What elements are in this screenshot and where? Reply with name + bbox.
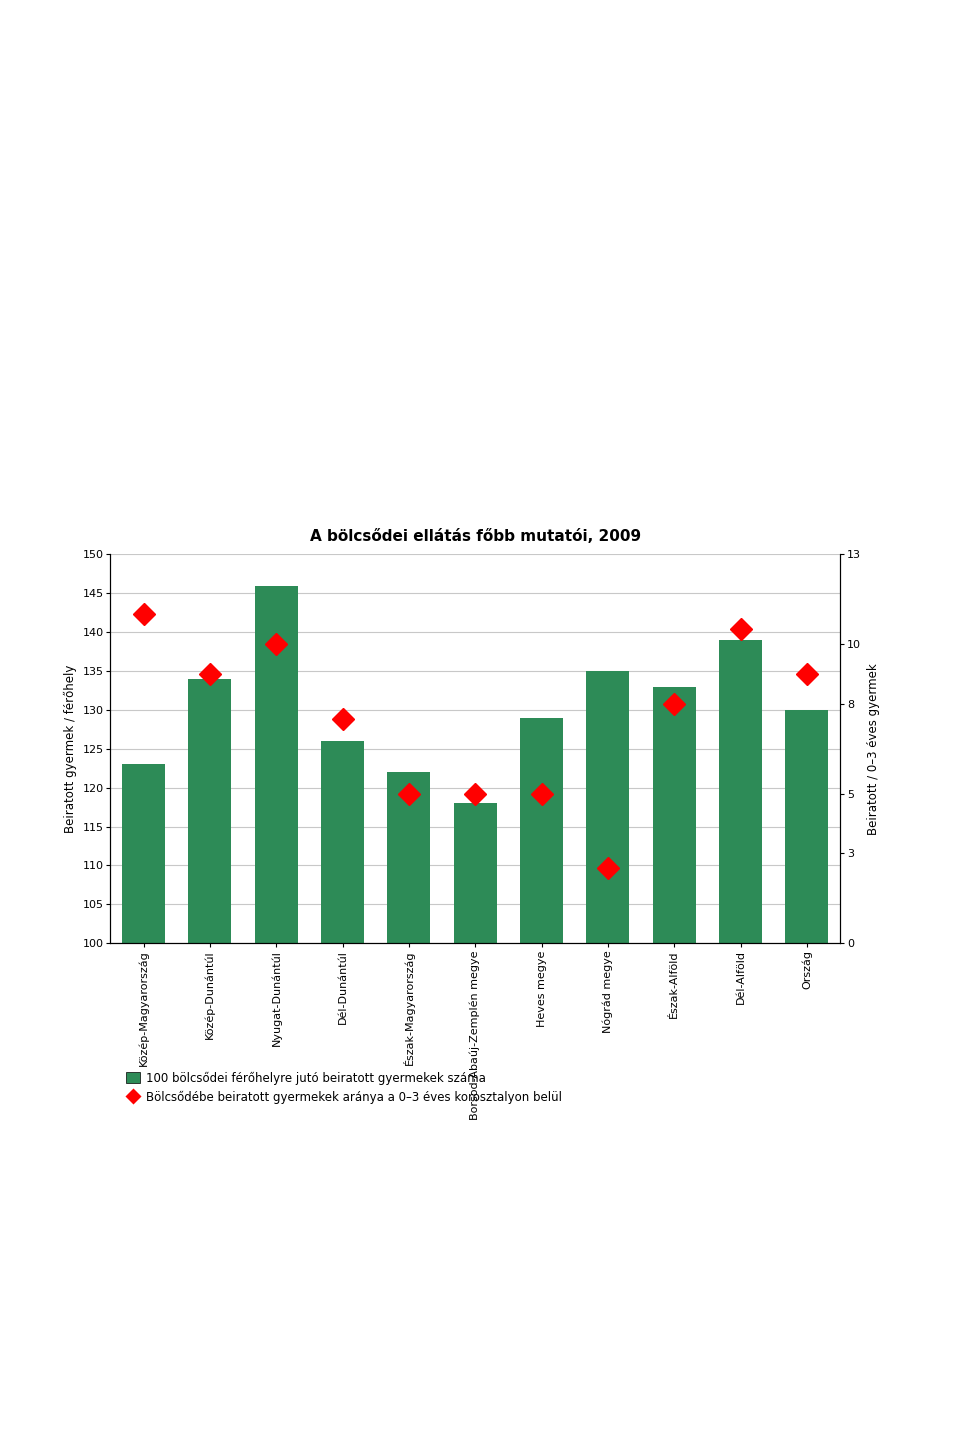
Bar	[321, 742, 364, 943]
Bar	[454, 804, 496, 943]
Bar	[587, 671, 630, 943]
Bar	[188, 678, 231, 943]
Bar	[653, 687, 696, 943]
Y-axis label: Beiratott / 0–3 éves gyermek: Beiratott / 0–3 éves gyermek	[867, 662, 879, 835]
Bar	[520, 717, 564, 943]
Bar	[785, 710, 828, 943]
Legend: 100 bölcsődei férőhelyre jutó beiratott gyermekek száma, Bölcsődébe beiratott gy: 100 bölcsődei férőhelyre jutó beiratott …	[126, 1071, 562, 1103]
Title: A bölcsődei ellátás főbb mutatói, 2009: A bölcsődei ellátás főbb mutatói, 2009	[310, 528, 640, 543]
Y-axis label: Beiratott gyermek / férőhely: Beiratott gyermek / férőhely	[63, 665, 77, 832]
Bar	[254, 586, 298, 943]
Bar	[387, 772, 430, 943]
Bar	[719, 639, 762, 943]
Bar	[122, 765, 165, 943]
